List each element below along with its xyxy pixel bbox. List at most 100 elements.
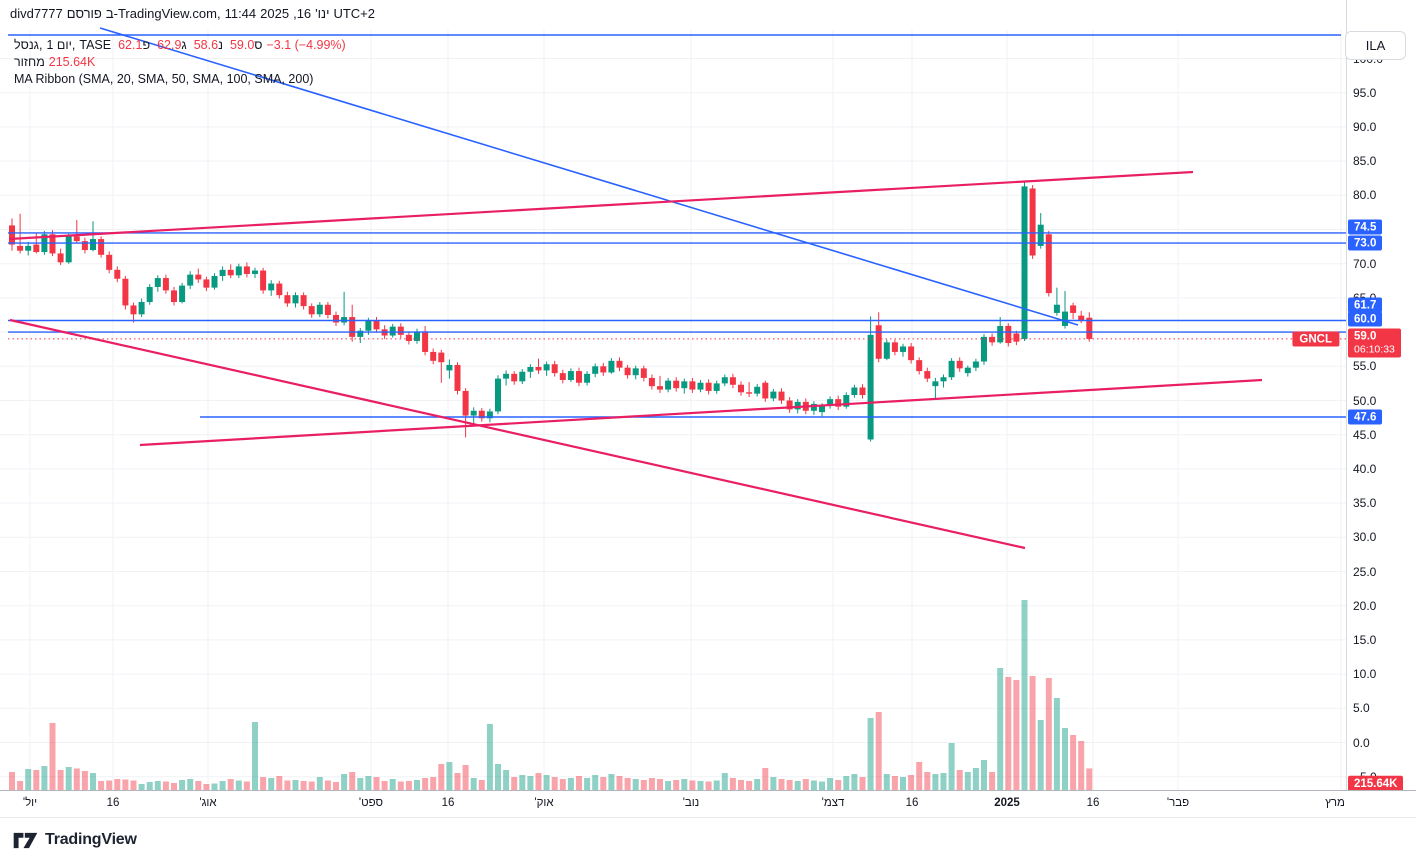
candle-down [430, 351, 437, 361]
price-tick-label: 80.0 [1353, 188, 1377, 203]
candle-up [567, 371, 574, 380]
volume-bar [470, 778, 477, 790]
volume-bar [357, 778, 364, 790]
price-level-chip: 47.6 [1348, 409, 1383, 425]
price-tick-label: 5.0 [1353, 701, 1370, 716]
candle-down [689, 381, 696, 390]
candle-up [794, 401, 801, 410]
volume-bar [365, 776, 372, 790]
volume-bar [235, 780, 242, 790]
symbol-search-box[interactable]: ILA [1345, 31, 1406, 60]
price-tick-label: 0.0 [1353, 735, 1370, 750]
candle-up [25, 245, 32, 251]
symbol-price-flag: GNCL [1292, 331, 1339, 347]
candle-down [624, 367, 631, 376]
volume-bar [891, 776, 898, 790]
volume-bar [827, 778, 834, 790]
volume-bar [187, 779, 194, 790]
volume-bar [211, 783, 218, 790]
candle-up [503, 373, 510, 379]
volume-bar [276, 776, 283, 790]
ohlc-pair: נ58.6 [194, 37, 223, 54]
price-tick-label: 45.0 [1353, 427, 1377, 442]
candle-down [738, 384, 744, 393]
candle-up [940, 377, 947, 382]
candle-up [146, 286, 153, 303]
ohlc-value: 62.1 [118, 38, 143, 52]
volume-bar [721, 773, 728, 790]
candle-down [98, 239, 105, 255]
volume-bar [268, 778, 275, 790]
volume-bar [179, 780, 186, 790]
legend-indicator-row[interactable]: MA Ribbon (SMA, 20, SMA, 50, SMA, 100, S… [14, 71, 346, 88]
volume-bar [681, 779, 688, 790]
candle-down [422, 331, 429, 352]
legend-volume-row: מחזור 215.64K [14, 54, 346, 71]
candle-down [122, 278, 129, 306]
volume-bar [57, 770, 64, 790]
volume-bar [567, 778, 574, 790]
tradingview-logo-text: TradingView [45, 831, 137, 848]
volume-bar [349, 772, 356, 790]
volume-bar [106, 780, 113, 790]
candle-down [1070, 305, 1077, 313]
candle-up [681, 381, 688, 389]
header-part: 2025 [260, 6, 290, 21]
candle-up [292, 295, 299, 304]
candle-down [835, 399, 842, 407]
candle-up [154, 278, 161, 287]
volume-bar [162, 781, 169, 790]
volume-bar [770, 777, 777, 790]
volume-bar [446, 762, 453, 790]
time-tick-label: 'ספט [358, 797, 384, 809]
volume-bar [981, 760, 987, 790]
trendline-drawing[interactable] [9, 318, 1026, 550]
candle-down [284, 295, 291, 304]
time-tick-label: 'פבר [1166, 797, 1190, 809]
volume-bar [1062, 728, 1068, 790]
candle-up [981, 336, 987, 362]
volume-bar [592, 775, 599, 790]
candle-down [227, 269, 234, 276]
candle-down [657, 386, 663, 390]
candle-up [867, 334, 874, 440]
volume-bar [146, 782, 153, 790]
time-axis[interactable]: 'יול 16 'אוג 'ספט 16 'אוק 'נוב 'דצמ 16 2025 16 'פבר… [0, 790, 1416, 818]
candle-down [195, 274, 202, 280]
legend-symbol-row[interactable]: גנסל, 1 יום, TASE פ62.1 ג62.9 נ58.6 ס59.0 −3.1 … [14, 37, 346, 54]
trendline-drawing[interactable] [139, 378, 1263, 447]
candle-down [746, 392, 753, 394]
candle-down [106, 254, 113, 270]
last-price-value: 59.0 [1354, 330, 1377, 343]
symbol-title-part: גנסל, [14, 38, 43, 52]
volume-bar [462, 765, 469, 790]
candle-down [989, 336, 996, 343]
ohlc-pair: פ62.1 [118, 37, 150, 54]
trendline-drawing[interactable] [99, 27, 1079, 326]
candle-down [49, 234, 56, 254]
volume-bar [608, 774, 615, 790]
volume-bar [284, 780, 291, 790]
candle-down [405, 334, 412, 341]
candle-up [948, 360, 955, 378]
volume-bar [705, 781, 712, 790]
volume-bar [138, 784, 145, 790]
tradingview-attribution[interactable]: TradingView [13, 831, 137, 849]
volume-bar [503, 770, 510, 790]
price-tick-label: 20.0 [1353, 598, 1377, 613]
candle-up [90, 239, 96, 251]
time-tick-label: 'אוג [199, 797, 217, 809]
candle-down [511, 373, 518, 382]
candle-up [713, 383, 720, 391]
candle-up [252, 270, 258, 274]
volume-bar [422, 778, 429, 790]
candle-down [130, 305, 137, 315]
price-tick-label: 95.0 [1353, 85, 1377, 100]
price-axis[interactable]: 100.095.090.085.080.070.065.055.050.045.… [1346, 0, 1416, 793]
candle-down [648, 377, 655, 387]
trendline-drawing[interactable] [8, 170, 1194, 241]
ohlc-key: ג [181, 38, 187, 52]
volume-value-chip: 215.64K [1348, 775, 1404, 793]
candle-down [454, 364, 461, 391]
